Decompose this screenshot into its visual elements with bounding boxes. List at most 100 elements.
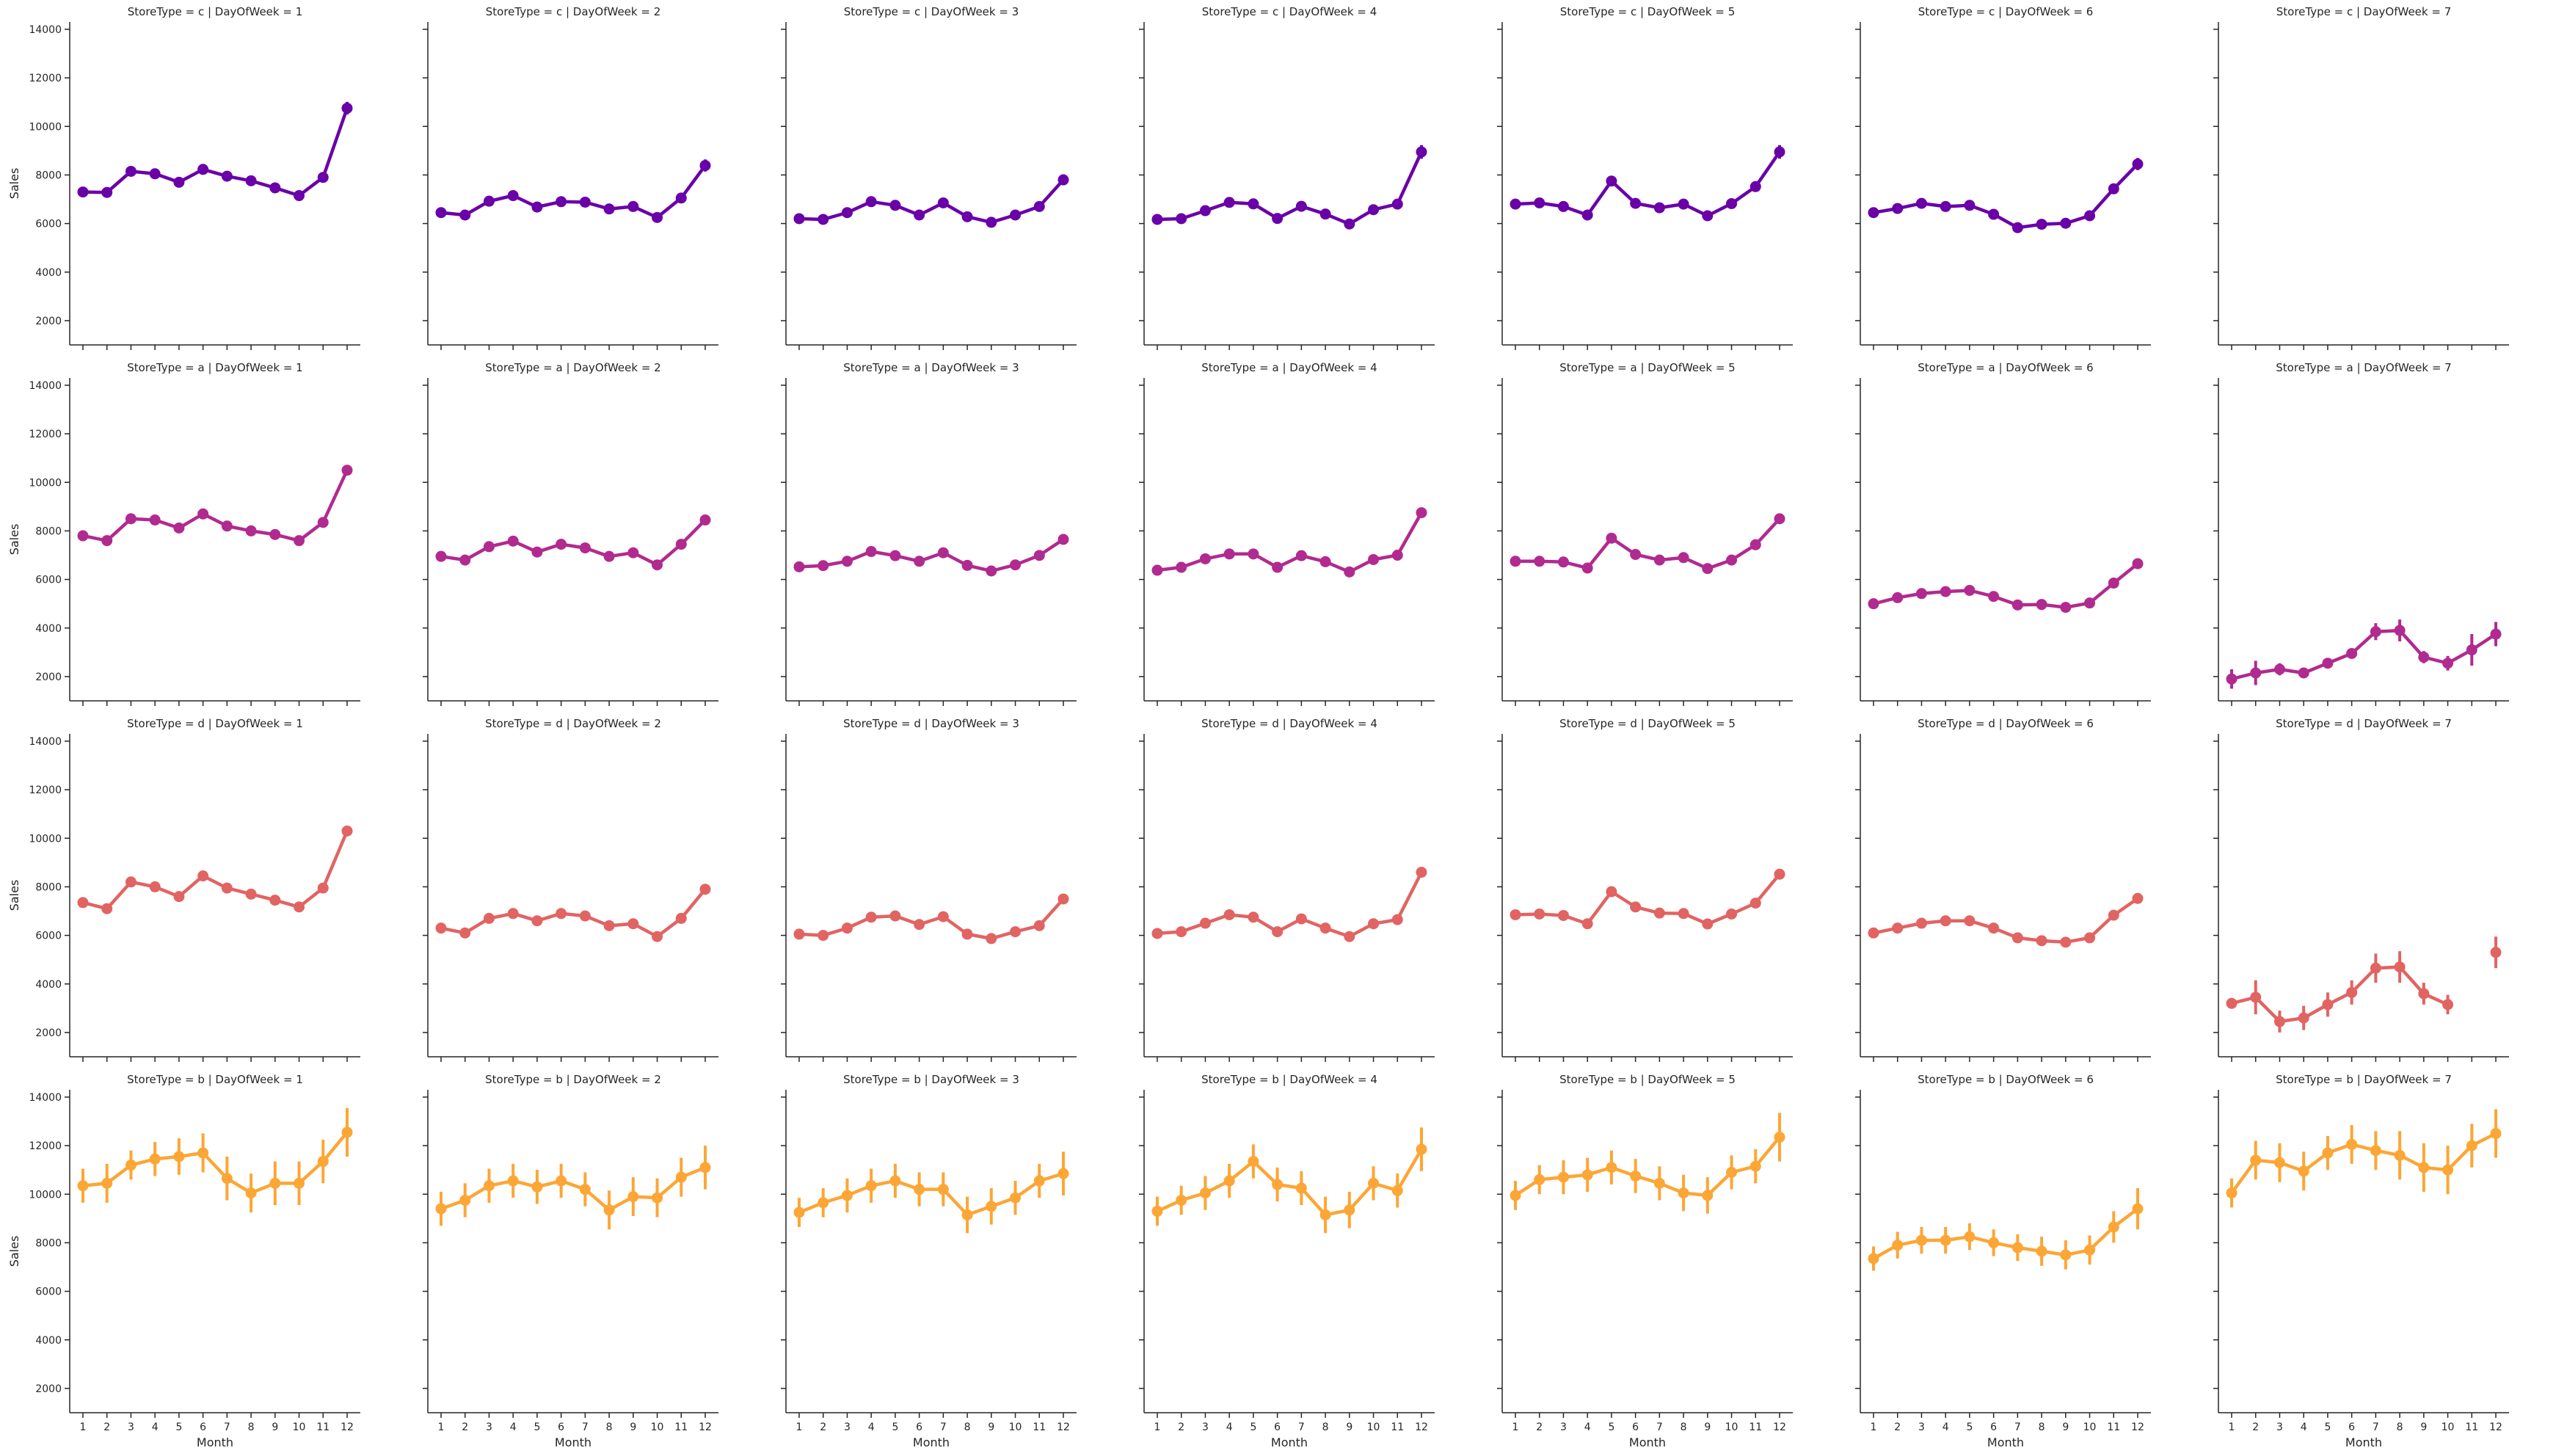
data-point <box>1176 213 1187 225</box>
x-tick-label: 4 <box>868 1422 875 1433</box>
data-point <box>2250 1154 2262 1166</box>
data-point <box>197 870 209 882</box>
data-point <box>1151 564 1163 576</box>
x-axis-label: Month <box>1987 1435 2024 1449</box>
data-point <box>245 1187 257 1199</box>
data-point <box>269 528 281 540</box>
x-tick-label: 9 <box>2062 1422 2069 1433</box>
data-point <box>914 556 925 567</box>
facet-panel: StoreType = b | DayOfWeek = 41 2 3 4 5 6 7 8 9 10… <box>1139 1073 1435 1449</box>
panel-title: StoreType = a | DayOfWeek = 5 <box>1559 361 1735 374</box>
data-point <box>603 550 615 562</box>
data-point <box>1416 146 1427 158</box>
data-point <box>841 207 853 219</box>
data-point <box>2250 991 2262 1003</box>
data-point <box>2466 644 2477 656</box>
data-point <box>1749 181 1761 192</box>
data-point <box>2490 628 2502 640</box>
data-point <box>889 200 901 211</box>
data-point <box>1033 200 1045 212</box>
data-point <box>2394 625 2406 636</box>
x-tick-label: 2 <box>103 1422 110 1433</box>
data-point <box>2084 932 2096 944</box>
x-tick-label: 6 <box>558 1422 564 1433</box>
data-point <box>101 903 113 914</box>
data-point <box>1749 898 1761 909</box>
panel-title: StoreType = c | DayOfWeek = 4 <box>1202 5 1377 18</box>
panel-title: StoreType = c | DayOfWeek = 2 <box>486 5 661 18</box>
panel-title: StoreType = b | DayOfWeek = 5 <box>1559 1073 1736 1086</box>
data-point <box>1010 209 1022 221</box>
panel-title: StoreType = c | DayOfWeek = 5 <box>1560 5 1736 18</box>
data-point <box>1964 584 1976 596</box>
data-point <box>1248 1156 1259 1168</box>
data-point <box>2011 1242 2023 1253</box>
data-point <box>627 200 639 212</box>
y-tick-label: 8000 <box>35 1237 62 1249</box>
data-point <box>435 1203 447 1215</box>
panel-title: StoreType = a | DayOfWeek = 3 <box>843 361 1019 374</box>
data-point <box>245 175 257 186</box>
data-point <box>675 539 687 550</box>
data-point <box>101 535 113 547</box>
data-point <box>1057 893 1069 905</box>
data-point <box>1653 202 1665 214</box>
data-point <box>1272 1179 1284 1190</box>
facet-panel: StoreType = d | DayOfWeek = 7 <box>2213 717 2509 1062</box>
data-point <box>2226 673 2238 685</box>
panel-title: StoreType = b | DayOfWeek = 1 <box>127 1073 303 1086</box>
data-point <box>173 176 185 188</box>
data-point <box>556 196 567 208</box>
facet-panel: StoreType = c | DayOfWeek = 7 <box>2213 5 2509 350</box>
data-point <box>1368 1177 1380 1189</box>
data-point <box>675 192 687 204</box>
facet-panel: StoreType = d | DayOfWeek = 2 <box>423 717 718 1062</box>
data-point <box>818 1197 829 1209</box>
x-tick-label: 10 <box>651 1422 664 1433</box>
series-line <box>1513 1135 1782 1198</box>
data-point <box>2298 1012 2309 1024</box>
series-line <box>1155 870 1424 939</box>
x-tick-label: 4 <box>1943 1422 1949 1433</box>
data-point <box>1272 561 1284 573</box>
y-tick-label: 6000 <box>35 931 62 942</box>
data-point <box>1223 197 1235 208</box>
data-point <box>889 1175 901 1187</box>
data-point <box>1988 591 2000 603</box>
data-point <box>2084 597 2096 609</box>
data-point <box>1199 917 1211 929</box>
series-line <box>439 164 707 219</box>
data-point <box>1988 922 2000 934</box>
x-tick-label: 1 <box>2229 1422 2235 1433</box>
data-point <box>1416 507 1427 519</box>
data-point <box>1033 1175 1045 1187</box>
x-tick-label: 1 <box>1154 1422 1161 1433</box>
data-point <box>1915 588 1927 600</box>
data-point <box>1010 926 1022 938</box>
x-tick-label: 7 <box>224 1422 230 1433</box>
data-point <box>1319 208 1331 220</box>
data-point <box>341 102 353 114</box>
data-point <box>1940 915 1951 927</box>
data-point <box>1940 1234 1951 1246</box>
x-tick-label: 10 <box>1367 1422 1380 1433</box>
facet-panel: StoreType = a | DayOfWeek = 1 2000 4000 600… <box>7 361 360 706</box>
data-point <box>1726 1166 1738 1178</box>
data-point <box>914 1184 925 1195</box>
data-point <box>125 876 136 888</box>
data-point <box>341 1126 353 1138</box>
y-tick-label: 6000 <box>35 575 62 586</box>
data-point <box>1868 927 1879 939</box>
x-tick-label: 12 <box>1057 1422 1070 1433</box>
data-point <box>2108 183 2119 194</box>
x-tick-label: 11 <box>2465 1422 2478 1433</box>
panel-title: StoreType = d | DayOfWeek = 6 <box>1918 717 2094 730</box>
data-point <box>483 195 495 207</box>
x-tick-label: 11 <box>1749 1422 1762 1433</box>
data-point <box>818 560 829 572</box>
x-axis-label: Month <box>913 1435 950 1449</box>
data-point <box>101 186 113 198</box>
data-point <box>2226 997 2238 1009</box>
series-line <box>1871 897 2140 944</box>
data-point <box>2108 1221 2119 1233</box>
